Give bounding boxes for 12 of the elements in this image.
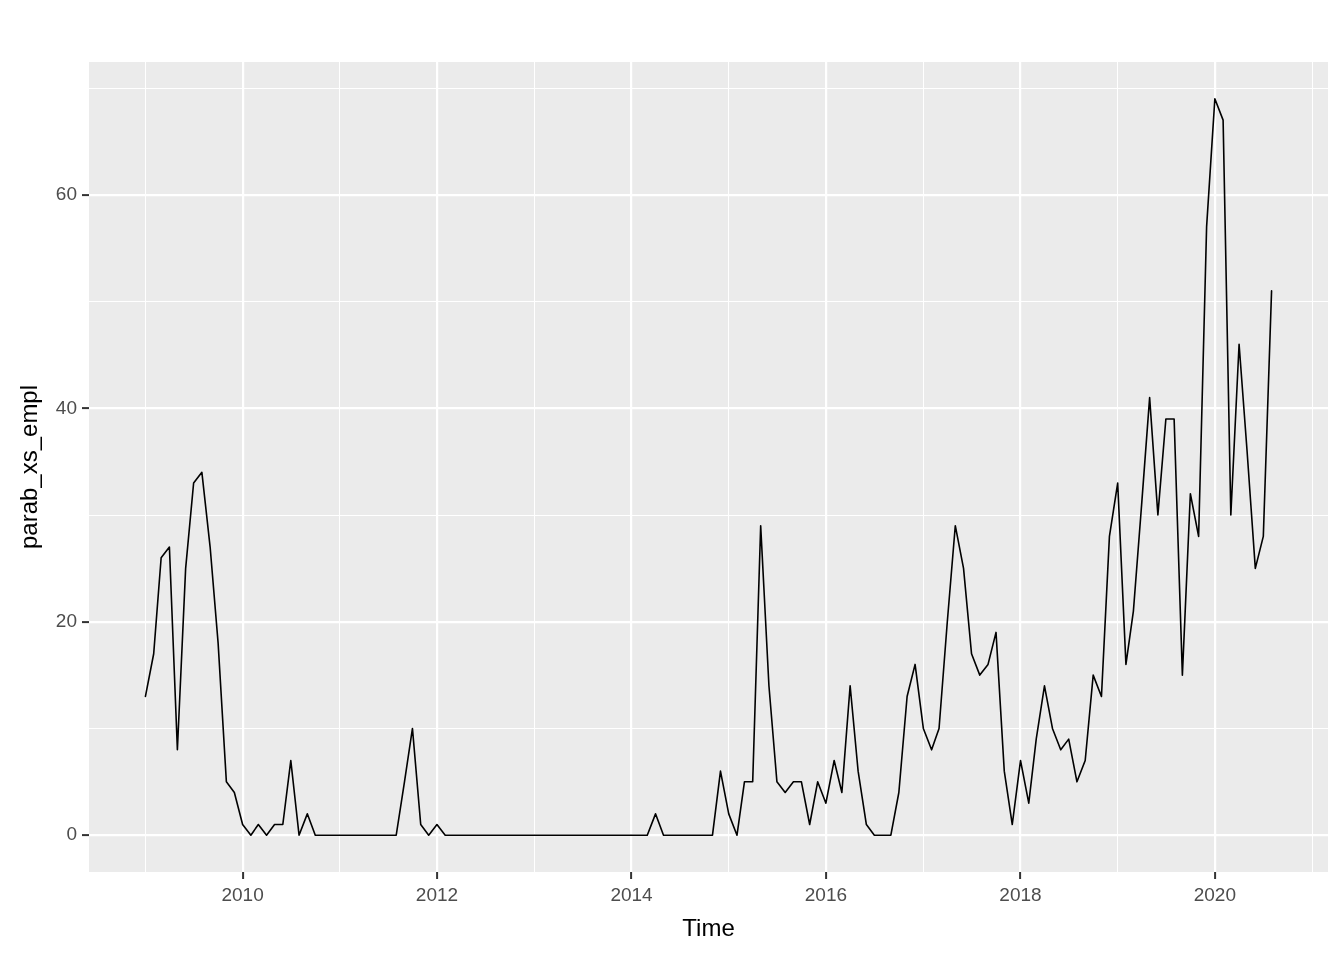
x-tick-label: 2018 (999, 883, 1042, 905)
x-tick-label: 2010 (221, 883, 264, 905)
x-tick-label: 2020 (1193, 883, 1236, 905)
x-tick-label: 2016 (804, 883, 848, 905)
y-tick-label: 60 (55, 183, 77, 205)
x-tick-label: 2012 (415, 883, 459, 905)
x-axis-title: Time (682, 914, 735, 942)
y-axis-title: parab_xs_empl (15, 384, 43, 550)
y-tick-label: 0 (66, 823, 77, 845)
y-tick-label: 40 (55, 396, 77, 418)
y-tick-label: 20 (55, 609, 77, 631)
x-tick-label: 2014 (610, 883, 654, 905)
